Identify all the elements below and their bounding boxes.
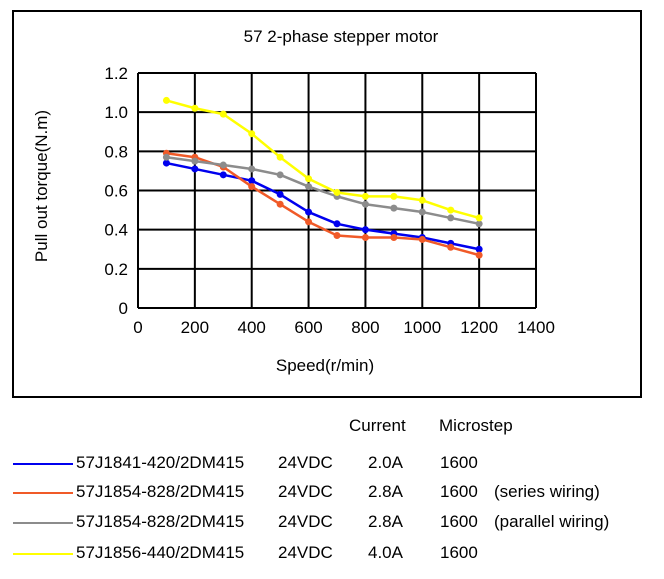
data-point-series-4 bbox=[276, 153, 284, 161]
legend-model: 57J1856-440/2DM415 bbox=[76, 543, 245, 562]
legend-swatch bbox=[13, 463, 73, 465]
data-point-series-2 bbox=[248, 183, 256, 191]
data-point-series-2 bbox=[447, 243, 455, 251]
data-point-series-4 bbox=[305, 175, 313, 183]
data-point-series-1 bbox=[219, 171, 227, 179]
data-point-series-2 bbox=[333, 232, 341, 240]
data-point-series-1 bbox=[248, 177, 256, 185]
legend-row: 57J1841-420/2DM415 24VDC 2.0A 1600 bbox=[0, 449, 664, 479]
legend-current-header: Current bbox=[349, 416, 406, 435]
y-tick-label: 0.2 bbox=[104, 260, 128, 279]
legend-note: (parallel wiring) bbox=[494, 512, 610, 531]
series-line-1 bbox=[166, 161, 480, 251]
data-point-series-1 bbox=[333, 220, 341, 228]
data-point-series-2 bbox=[390, 234, 398, 241]
legend-voltage: 24VDC bbox=[278, 543, 333, 562]
data-point-series-2 bbox=[276, 200, 284, 208]
legend-row: 57J1854-828/2DM415 24VDC 2.8A 1600 (series w… bbox=[0, 478, 664, 508]
legend-current: 2.8A bbox=[368, 512, 403, 531]
data-point-series-1 bbox=[305, 208, 313, 216]
legend-note: (series wiring) bbox=[494, 482, 600, 501]
data-point-series-3 bbox=[447, 214, 455, 222]
data-point-series-1 bbox=[361, 226, 369, 234]
legend-swatch bbox=[13, 492, 73, 494]
data-point-series-3 bbox=[475, 220, 483, 228]
data-point-series-3 bbox=[305, 183, 313, 191]
legend-current: 4.0A bbox=[368, 543, 403, 562]
legend-model: 57J1854-828/2DM415 bbox=[76, 482, 245, 501]
x-axis-label: Speed(r/min) bbox=[276, 356, 374, 375]
legend-microstep: 1600 bbox=[440, 543, 478, 562]
data-point-series-4 bbox=[191, 104, 199, 112]
data-point-series-1 bbox=[162, 159, 170, 167]
data-point-series-4 bbox=[162, 96, 170, 104]
x-tick-label: 200 bbox=[181, 318, 209, 337]
data-point-series-2 bbox=[305, 218, 313, 226]
data-point-series-1 bbox=[475, 245, 483, 253]
data-point-series-3 bbox=[248, 165, 256, 173]
x-tick-label: 0 bbox=[133, 318, 142, 337]
legend-current: 2.0A bbox=[368, 453, 403, 472]
x-tick-label: 800 bbox=[351, 318, 379, 337]
data-point-series-4 bbox=[418, 196, 426, 204]
y-tick-label: 0.8 bbox=[104, 142, 128, 161]
legend-voltage: 24VDC bbox=[278, 453, 333, 472]
data-point-series-3 bbox=[162, 153, 170, 161]
data-point-series-4 bbox=[361, 192, 369, 200]
legend-current: 2.8A bbox=[368, 482, 403, 501]
data-point-series-1 bbox=[191, 165, 199, 173]
legend-microstep: 1600 bbox=[440, 482, 478, 501]
x-tick-label: 1200 bbox=[460, 318, 498, 337]
series-line-3 bbox=[166, 155, 480, 226]
data-point-series-3 bbox=[276, 171, 284, 179]
legend-row: 57J1856-440/2DM415 24VDC 4.0A 1600 bbox=[0, 539, 664, 569]
data-point-series-3 bbox=[418, 208, 426, 216]
data-point-series-2 bbox=[475, 251, 483, 259]
x-tick-label: 1000 bbox=[403, 318, 441, 337]
data-point-series-4 bbox=[447, 206, 455, 214]
data-point-series-4 bbox=[475, 214, 483, 222]
legend-swatch bbox=[13, 522, 73, 524]
y-tick-label: 1.0 bbox=[104, 103, 128, 122]
series-line-4 bbox=[166, 99, 480, 220]
legend-microstep-header: Microstep bbox=[439, 416, 513, 435]
data-point-series-3 bbox=[191, 157, 199, 165]
x-tick-label: 600 bbox=[294, 318, 322, 337]
y-tick-label: 0.4 bbox=[104, 221, 128, 240]
legend-model: 57J1841-420/2DM415 bbox=[76, 453, 245, 472]
y-axis-label: Pull out torque(N.m) bbox=[32, 110, 51, 262]
legend-microstep: 1600 bbox=[440, 453, 478, 472]
data-point-series-3 bbox=[390, 204, 398, 212]
data-point-series-2 bbox=[361, 234, 369, 241]
legend-model: 57J1854-828/2DM415 bbox=[76, 512, 245, 531]
data-point-series-2 bbox=[418, 235, 426, 243]
x-tick-label: 400 bbox=[238, 318, 266, 337]
legend-swatch bbox=[13, 553, 73, 555]
data-point-series-1 bbox=[276, 190, 284, 198]
legend-voltage: 24VDC bbox=[278, 512, 333, 531]
data-point-series-4 bbox=[333, 188, 341, 196]
data-point-series-4 bbox=[248, 130, 256, 138]
legend-microstep: 1600 bbox=[440, 512, 478, 531]
legend-voltage: 24VDC bbox=[278, 482, 333, 501]
x-tick-label: 1400 bbox=[517, 318, 555, 337]
y-tick-label: 0 bbox=[119, 299, 128, 318]
data-point-series-4 bbox=[390, 192, 398, 200]
data-point-series-3 bbox=[361, 200, 369, 208]
y-tick-label: 1.2 bbox=[104, 64, 128, 83]
chart-title: 57 2-phase stepper motor bbox=[244, 27, 439, 46]
data-point-series-3 bbox=[219, 161, 227, 169]
legend-row: 57J1854-828/2DM415 24VDC 2.8A 1600 (parallel… bbox=[0, 508, 664, 538]
y-tick-label: 0.6 bbox=[104, 182, 128, 201]
data-point-series-4 bbox=[219, 110, 227, 118]
